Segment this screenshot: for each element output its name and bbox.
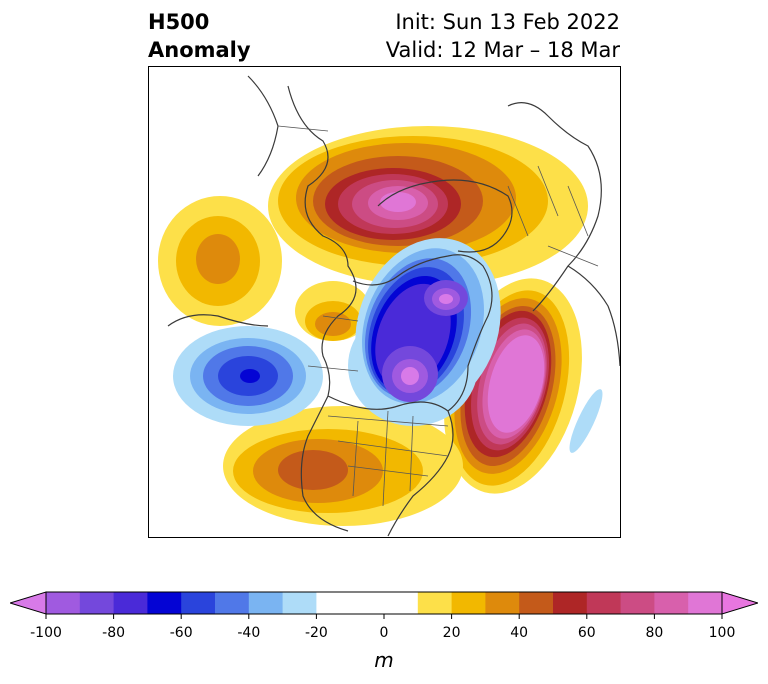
colorbar-tick-label: 40 <box>510 625 529 641</box>
colorbar-segment <box>248 592 284 614</box>
map-frame <box>148 66 621 538</box>
colorbar-segment <box>451 592 486 614</box>
colorbar-unit: m <box>374 648 394 672</box>
positive-anomaly-siberia <box>268 126 588 286</box>
colorbar-segment <box>147 592 182 614</box>
colorbar-segment <box>181 592 216 614</box>
colorbar-segment <box>485 592 520 614</box>
title-left: H500 Anomaly <box>148 8 251 64</box>
colorbar-tick-label: 0 <box>379 625 389 641</box>
positive-anomaly-pacific <box>158 196 371 341</box>
valid-period: Valid: 12 Mar – 18 Mar <box>385 38 620 62</box>
colorbar-segment <box>688 592 723 614</box>
negative-anomaly-atlantic <box>569 389 603 453</box>
colorbar-segment <box>417 592 453 614</box>
title-right: Init: Sun 13 Feb 2022 Valid: 12 Mar – 18… <box>386 8 620 64</box>
anomaly-map <box>148 66 621 538</box>
colorbar-tick-label: -20 <box>304 625 328 641</box>
colorbar-segment <box>519 592 554 614</box>
colorbar-tick-label: 100 <box>708 625 736 641</box>
colorbar-tick-label: -80 <box>102 625 126 641</box>
colorbar-segment <box>46 592 81 614</box>
colorbar-tick-label: 20 <box>442 625 461 641</box>
negative-anomaly-pacific <box>173 326 323 426</box>
colorbar-segment <box>350 592 419 614</box>
colorbar-segment <box>79 592 115 614</box>
colorbar-tick-label: 60 <box>577 625 596 641</box>
colorbar-segment <box>654 592 689 614</box>
colorbar-under-arrow <box>10 591 47 615</box>
variable-type: Anomaly <box>148 38 251 62</box>
colorbar-segment <box>215 592 250 614</box>
colorbar-segment <box>553 592 588 614</box>
colorbar-tick-label: -100 <box>30 625 62 641</box>
colorbar-segment <box>620 592 655 614</box>
colorbar-tick-label: -40 <box>237 625 261 641</box>
colorbar-segment <box>282 592 317 614</box>
borders <box>277 125 599 507</box>
colorbar-over-arrow <box>721 591 758 615</box>
init-time: Init: Sun 13 Feb 2022 <box>395 10 620 34</box>
colorbar-tick-label: 80 <box>645 625 664 641</box>
positive-anomaly-southwest <box>223 406 463 526</box>
colorbar-tick-label: -60 <box>169 625 193 641</box>
colorbar-segment <box>586 592 622 614</box>
variable-name: H500 <box>148 10 210 34</box>
colorbar-segment <box>113 592 148 614</box>
coastlines <box>167 75 621 537</box>
colorbar-segment <box>316 592 351 614</box>
negative-anomaly-hudson <box>348 238 501 426</box>
colorbar <box>10 591 758 619</box>
